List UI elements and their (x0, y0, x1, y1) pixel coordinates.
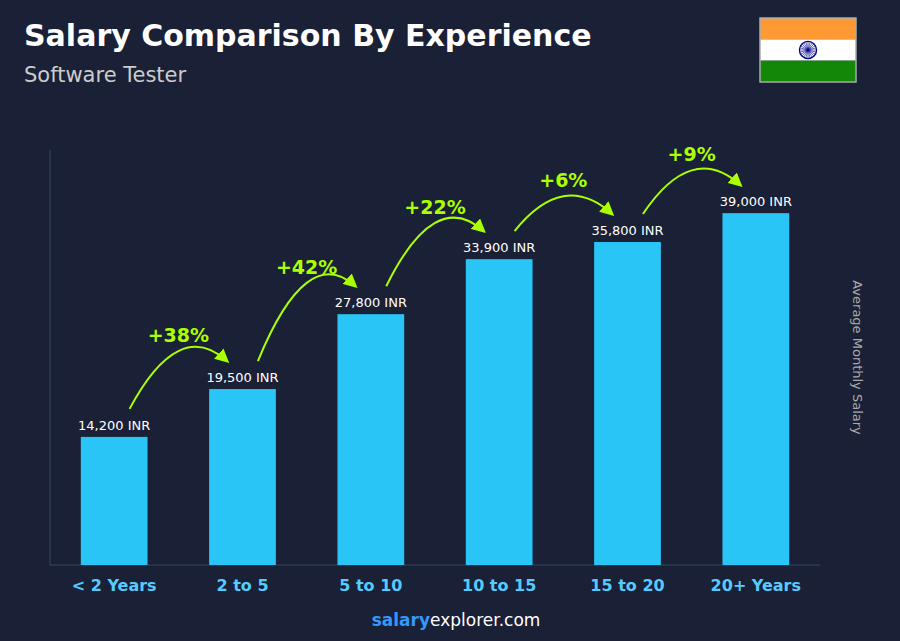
x-tick-label: 2 to 5 (216, 576, 268, 595)
watermark: explorer.com (430, 610, 540, 630)
title: Salary Comparison By Experience (24, 18, 592, 53)
change-arrow (515, 196, 613, 232)
data-label: 27,800 INR (335, 295, 407, 310)
change-arrow (130, 347, 228, 409)
flag (760, 18, 856, 82)
bar (81, 437, 148, 565)
y-axis-label: Average Monthly Salary (850, 280, 865, 435)
flag-stripe (760, 39, 856, 60)
x-tick-label: < 2 Years (72, 576, 157, 595)
change-arrow (258, 274, 356, 361)
change-label: +6% (539, 169, 587, 191)
bars (81, 213, 789, 565)
data-label: 19,500 INR (206, 370, 278, 385)
bar (594, 242, 661, 565)
change-arrows (130, 169, 741, 409)
bar (722, 213, 789, 565)
background (0, 0, 900, 641)
flag-stripe (760, 61, 856, 82)
data-label: 35,800 INR (591, 223, 663, 238)
bar (209, 389, 276, 565)
y-axis-line (50, 150, 51, 565)
x-tick-label: 10 to 15 (462, 576, 536, 595)
change-arrow (643, 169, 741, 214)
x-axis-line (50, 565, 820, 566)
chart-container: Salary Comparison By Experience Software … (0, 0, 900, 641)
change-label: +42% (276, 256, 337, 278)
change-label: +38% (148, 324, 209, 346)
chart-svg: Salary Comparison By Experience Software … (0, 0, 900, 641)
x-tick-label: 20+ Years (711, 576, 801, 595)
watermark: salary (372, 610, 430, 630)
change-label: +9% (668, 143, 716, 165)
data-label: 14,200 INR (78, 418, 150, 433)
bar (466, 259, 533, 565)
flag-spokes (799, 41, 816, 58)
x-tick-label: 5 to 10 (339, 576, 402, 595)
change-label: +22% (404, 196, 465, 218)
flag-stripe (760, 18, 856, 39)
flag-border (760, 18, 856, 82)
change-arrow (386, 218, 484, 287)
data-label: 39,000 INR (720, 194, 792, 209)
subtitle: Software Tester (24, 63, 187, 87)
bar (337, 314, 404, 565)
data-label: 33,900 INR (463, 240, 535, 255)
x-tick-label: 15 to 20 (590, 576, 664, 595)
flag-hub (807, 49, 810, 52)
flag-chakra (799, 41, 816, 58)
